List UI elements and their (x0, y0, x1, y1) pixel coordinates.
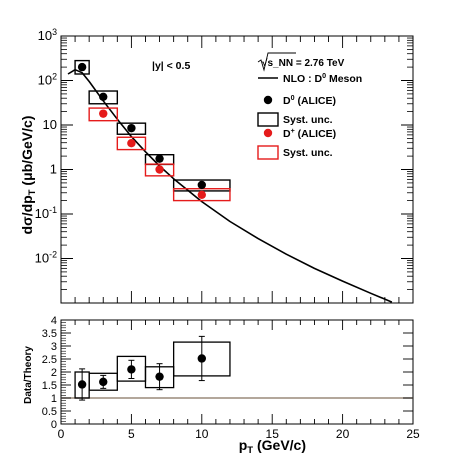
legend-box-icon (257, 112, 279, 127)
ratio-plot-frame (60, 319, 414, 425)
d0-data-point (197, 180, 206, 190)
ratio-y-tick-label: 4 (51, 315, 57, 327)
y-tick-label: 10 (43, 117, 57, 132)
ratio-data-point (155, 372, 164, 381)
ratio-panel: 00.511.522.533.54 0 5 10 15 20 25 Data/Theory… (23, 315, 420, 456)
legend-label-syst-dplus: Syst. unc. (283, 147, 333, 159)
x-tick-label: 10 (195, 427, 209, 441)
energy-label-text: √s_NN = 2.76 TeV (262, 58, 345, 69)
x-tick-label: 25 (406, 427, 420, 441)
sqrt-symbol (257, 52, 296, 72)
dplus-data-point (197, 190, 206, 200)
y-tick-label: 103​ (38, 27, 57, 43)
ratio-y-axis-label: Data/Theory (23, 346, 34, 404)
d0-syst-box (74, 59, 90, 75)
y-axis-label: dσ/dpT​ (μb/GeV/c) (19, 116, 38, 235)
d0-data-point (77, 62, 87, 72)
y-tick-label: 10-2​ (35, 250, 57, 266)
legend-marker-icon (263, 95, 273, 105)
x-tick-label: 15 (266, 427, 280, 441)
x-axis-label: pT​ (GeV/c) (239, 437, 306, 456)
ratio-data-point (197, 354, 206, 363)
legend-label-syst-d0: Syst. unc. (283, 114, 333, 126)
legend-label-dplus: D+​ (ALICE) (283, 127, 336, 140)
legend-label-d0: D0​ (ALICE) (283, 94, 336, 107)
x-tick-label: 5 (128, 427, 135, 441)
dplus-syst-box (88, 107, 119, 122)
ratio-data-point (77, 380, 87, 389)
nlo-theory-curve (67, 68, 393, 303)
energy-label: √s_NN = 2.76 TeV (257, 52, 345, 72)
d0-data-point (155, 154, 164, 163)
ratio-y-tick-label: 0.5 (42, 406, 57, 418)
ratio-y-tick-label: 1 (51, 393, 57, 405)
ratio-y-tick-label: 3.5 (42, 328, 57, 340)
legend-box-icon (257, 145, 279, 160)
dplus-data-point (155, 165, 164, 174)
d0-data-point (127, 123, 136, 133)
y-tick-label: 102​ (38, 72, 57, 88)
dplus-data-point (99, 109, 108, 118)
y-tick-label: 1 (50, 162, 57, 177)
x-tick-label: 20 (336, 427, 350, 441)
d0-data-point (99, 92, 108, 102)
dplus-syst-box (116, 136, 147, 151)
rapidity-annotation: |y| < 0.5 (152, 60, 190, 72)
ratio-y-tick-label: 3 (51, 341, 57, 353)
ratio-data-point (127, 365, 136, 374)
legend-marker-icon (263, 128, 273, 138)
x-tick-label: 0 (58, 427, 65, 441)
dplus-syst-box (144, 163, 175, 177)
d0-syst-box (116, 122, 147, 135)
ratio-y-tick-label: 2 (51, 367, 57, 379)
ratio-y-tick-label: 1.5 (42, 380, 57, 392)
d0-syst-box (88, 90, 119, 105)
cross-section-panel: 10-2​ 10-1​ 1 10 102​ 103​ |y| < 0.5 √s_NN = … (19, 27, 414, 304)
dplus-data-point (127, 138, 136, 148)
ratio-data-point (99, 377, 108, 387)
legend-label-nlo: NLO : D0​ Meson (283, 72, 362, 85)
ratio-y-tick-label: 2.5 (42, 354, 57, 366)
y-tick-label: 10-1​ (35, 205, 57, 221)
ratio-y-tick-label: 0 (51, 419, 57, 431)
